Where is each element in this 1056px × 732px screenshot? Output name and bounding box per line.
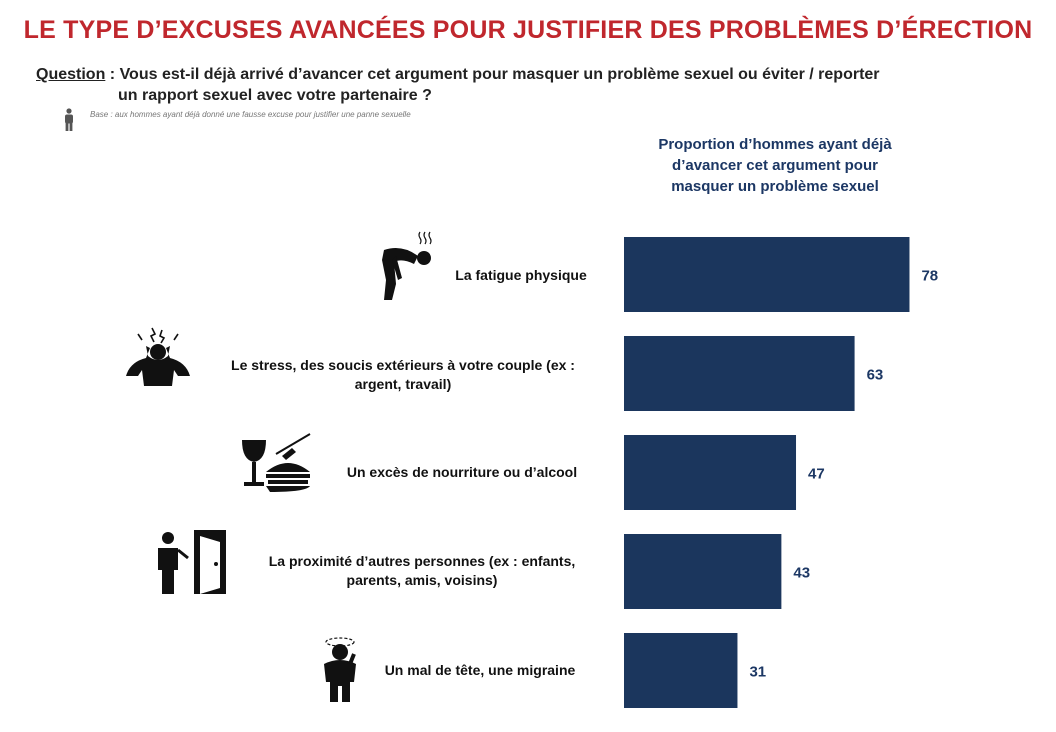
bar-value-label: 63 (867, 367, 884, 384)
category-label: La proximité d’autres personnes (ex : en… (236, 552, 608, 590)
bar (624, 237, 910, 312)
category-label: Un excès de nourriture ou d’alcool (320, 463, 604, 482)
category-label: Un mal de tête, une migraine (358, 661, 602, 680)
column-header-line: Proportion d’hommes ayant déjà (658, 136, 892, 153)
category-label-line: La fatigue physique (455, 267, 587, 283)
person-at-door-icon (158, 530, 226, 594)
category-label: Le stress, des soucis extérieurs à votre… (198, 356, 608, 394)
category-label-line: argent, travail) (354, 376, 452, 392)
bar (624, 534, 782, 609)
bar (624, 336, 855, 411)
question-block: Question : Vous est-il déjà arrivé d’ava… (36, 64, 1036, 106)
category-label-line: Le stress, des soucis extérieurs à votre… (231, 357, 575, 373)
bar (624, 633, 738, 708)
category-label: La fatigue physique (436, 266, 606, 285)
bar-value-label: 31 (749, 664, 766, 681)
bar-value-label: 43 (793, 565, 810, 582)
column-header: Proportion d’hommes ayant déjà d’avancer… (624, 134, 926, 197)
category-label-line: parents, amis, voisins) (346, 572, 498, 588)
stressed-person-icon (126, 327, 190, 386)
tired-person-icon (382, 231, 432, 300)
base-note: Base : aux hommes ayant déjà donné une f… (62, 108, 502, 134)
food-and-wine-icon (242, 433, 311, 492)
question-text-line1: : Vous est-il déjà arrivé d’avancer cet … (105, 66, 880, 83)
category-label-line: La proximité d’autres personnes (ex : en… (268, 553, 576, 569)
category-label-line: Un mal de tête, une migraine (384, 662, 576, 678)
base-text: Base : aux hommes ayant déjà donné une f… (90, 110, 411, 119)
headache-person-icon (324, 637, 356, 702)
page-title: LE TYPE D’EXCUSES AVANCÉES POUR JUSTIFIE… (23, 16, 1033, 44)
question-label: Question (36, 66, 106, 83)
bar-value-label: 78 (921, 268, 938, 285)
category-label-line: Un excès de nourriture ou d’alcool (346, 464, 578, 480)
person-icon (65, 108, 73, 131)
bar-value-label: 47 (808, 466, 825, 483)
bar (624, 435, 797, 510)
question-text-line2: un rapport sexuel avec votre partenaire … (118, 87, 432, 104)
column-header-line: masquer un problème sexuel (671, 178, 879, 195)
column-header-line: d’avancer cet argument pour (672, 157, 878, 174)
